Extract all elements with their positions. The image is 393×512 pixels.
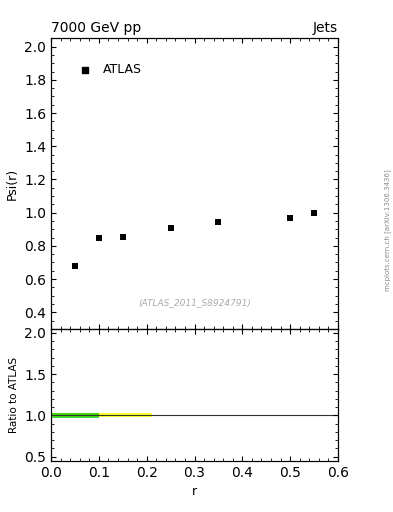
Point — [167, 224, 174, 232]
Point — [96, 233, 102, 242]
Text: (ATLAS_2011_S8924791): (ATLAS_2011_S8924791) — [138, 298, 251, 307]
Text: mcplots.cern.ch [arXiv:1306.3436]: mcplots.cern.ch [arXiv:1306.3436] — [384, 169, 391, 291]
Point — [215, 218, 222, 226]
Point — [311, 208, 317, 217]
Y-axis label: Ratio to ATLAS: Ratio to ATLAS — [9, 357, 19, 433]
Point — [287, 214, 293, 222]
Text: Jets: Jets — [313, 22, 338, 35]
Y-axis label: Psi(r): Psi(r) — [6, 167, 18, 200]
Point — [72, 262, 78, 270]
Text: 7000 GeV pp: 7000 GeV pp — [51, 22, 141, 35]
Legend: ATLAS: ATLAS — [69, 59, 145, 80]
X-axis label: r: r — [192, 485, 197, 498]
Point — [119, 232, 126, 241]
